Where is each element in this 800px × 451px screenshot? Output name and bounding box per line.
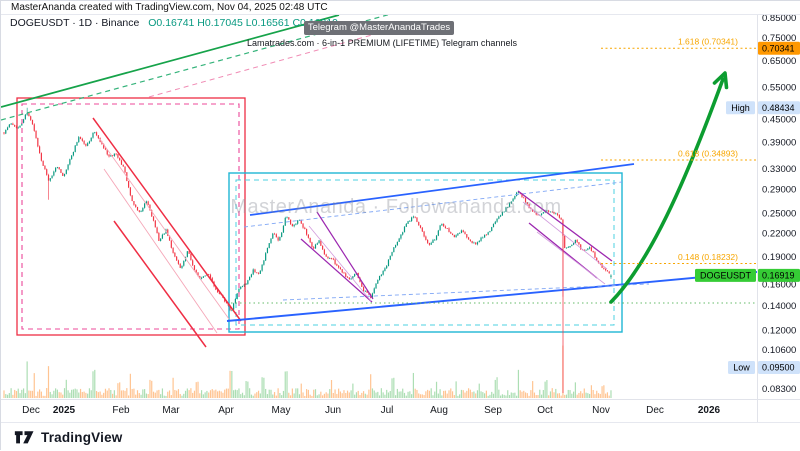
price-tick-label: 0.12000 (762, 325, 796, 336)
time-tick-label: 2026 (698, 405, 721, 416)
tradingview-logo-text[interactable]: TradingView (41, 430, 122, 445)
time-tick-label: Dec (22, 405, 40, 416)
blue-lower-dashed[interactable] (283, 284, 649, 300)
price-tick-label: 0.55000 (762, 83, 796, 94)
time-tick-label: 2025 (53, 405, 76, 416)
attribution-bar: MasterAnanda created with TradingView.co… (1, 1, 800, 15)
price-tick-label: 0.29000 (762, 185, 796, 196)
volume-bars (3, 346, 611, 398)
time-tick-label: Jul (381, 405, 394, 416)
telegram-watermark-badge: Telegram @MasterAnandaTrades (304, 21, 454, 35)
fib-price-chip-text: 0.70341 (762, 43, 795, 53)
red-box[interactable] (17, 98, 245, 335)
price-tick-label: 0.65000 (762, 56, 796, 67)
time-tick-label: Dec (646, 405, 664, 416)
high-price-chip-text: 0.48434 (762, 103, 795, 113)
time-tick-label: May (272, 405, 291, 416)
premium-watermark-text: Lamatrades.com · 6-in-1 PREMIUM (LIFETIM… (211, 38, 553, 48)
price-tick-label: 0.19000 (762, 252, 796, 263)
red-channel-b[interactable] (114, 221, 206, 347)
time-tick-label: Sep (484, 405, 502, 416)
purple-channel-thin-1[interactable] (523, 202, 607, 269)
time-tick-label: Nov (592, 405, 610, 416)
low-word-chip-text: Low (733, 363, 750, 373)
pink-channel-thin-2[interactable] (104, 169, 217, 333)
pink-dashed-box[interactable] (22, 104, 239, 329)
tradingview-logo-icon[interactable] (14, 428, 35, 446)
candlesticks (3, 108, 611, 312)
time-tick-label: Oct (537, 405, 553, 416)
purple-wedge-2[interactable] (317, 212, 373, 299)
blue-lower-trendline[interactable] (227, 272, 757, 321)
time-tick-label: Mar (162, 405, 180, 416)
chart-drawings (1, 14, 757, 393)
purple-wedge-thin[interactable] (309, 226, 371, 301)
low-price-chip-text: 0.09500 (762, 363, 795, 373)
fib-level-label: 0.148 (0.18232) (678, 252, 738, 262)
price-tick-label: 0.10600 (762, 345, 796, 356)
price-tick-label: 0.08300 (762, 384, 796, 395)
fib-level-label: 0.618 (0.34893) (678, 148, 738, 158)
price-tick-label: 0.22000 (762, 229, 796, 240)
fib-retracement: 1.618 (0.70341) 0.618 (0.34893) 0.148 (0.1… (601, 37, 756, 264)
symbol-price-chip-text: DOGEUSDT (700, 271, 752, 281)
price-tick-label: 0.25000 (762, 208, 796, 219)
high-word-chip-text: High (731, 103, 750, 113)
price-tick-label: 0.14000 (762, 301, 796, 312)
time-tick-label: Jun (325, 405, 341, 416)
fib-level-label: 1.618 (0.70341) (678, 37, 738, 47)
bottom-toolbar: TradingView (1, 422, 800, 451)
pink-channel-thin-1[interactable] (99, 138, 229, 319)
green-projection-arrow[interactable] (611, 79, 723, 302)
time-tick-label: Feb (112, 405, 130, 416)
purple-wedge-1[interactable] (301, 239, 372, 302)
blue-upper-dashed[interactable] (244, 182, 622, 227)
last-price-chip-text: 0.16919 (762, 271, 795, 281)
red-channel-a[interactable] (93, 118, 241, 321)
symbol-legend[interactable]: DOGEUSDT · 1D · Binance O0.16741 H0.1704… (10, 17, 338, 29)
price-tick-label: 0.39000 (762, 137, 796, 148)
blue-upper-trendline[interactable] (250, 164, 634, 215)
symbol-title: DOGEUSDT · 1D · Binance (10, 17, 139, 29)
time-tick-label: Apr (218, 405, 234, 416)
time-tick-label: Aug (430, 405, 448, 416)
price-tick-label: 0.33000 (762, 164, 796, 175)
price-tick-label: 0.45000 (762, 115, 796, 126)
attribution-text: MasterAnanda created with TradingView.co… (1, 1, 800, 13)
